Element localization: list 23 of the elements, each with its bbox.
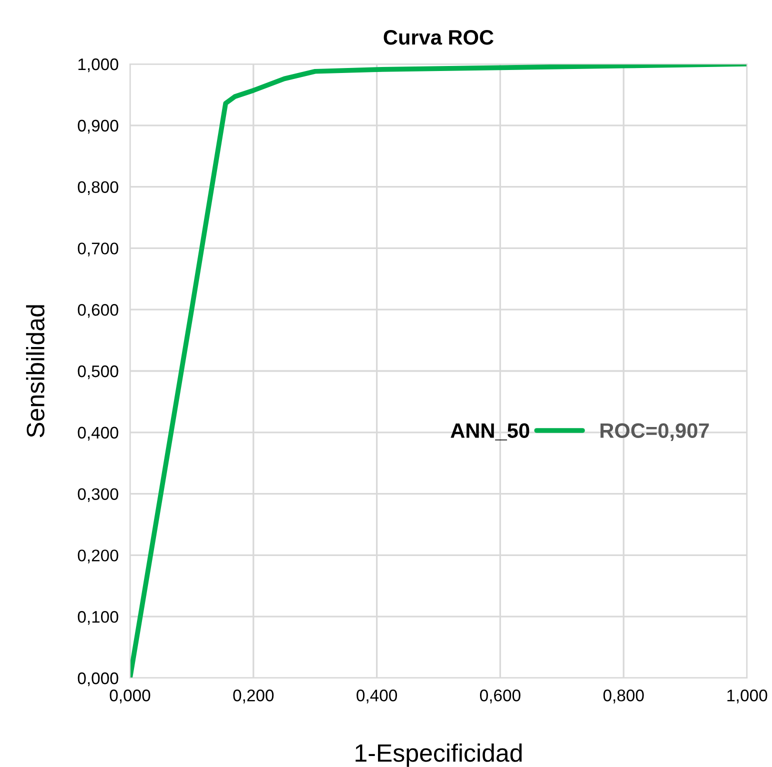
x-tick-label: 0,400: [356, 690, 398, 704]
y-tick-label: 0,800: [78, 181, 118, 195]
y-tick-label: 1,000: [78, 58, 118, 72]
legend-title: ANN_50: [450, 423, 530, 440]
y-tick-label: 0,900: [78, 120, 118, 134]
legend-label: ROC=0,907: [600, 423, 709, 442]
y-tick-label: 0,500: [78, 365, 118, 380]
x-tick-label: 0,000: [110, 690, 150, 704]
x-tick-label: 1,000: [727, 690, 768, 704]
y-tick-label: 0,100: [78, 611, 118, 625]
y-axis-title: Sensibilidad: [26, 305, 44, 438]
line-series: [130, 64, 747, 678]
y-tick-label: 0,200: [78, 550, 118, 564]
x-axis-title: 1-Especificidad: [356, 744, 522, 767]
chart-title: Curva ROC: [384, 30, 494, 45]
y-tick-label: 0,400: [78, 426, 118, 441]
x-tick-label: 0,600: [480, 690, 520, 704]
y-tick-label: 0,600: [78, 304, 118, 318]
y-tick-label: 0,700: [78, 242, 118, 256]
x-tick-label: 0,200: [233, 690, 274, 704]
y-tick-label: 0,300: [78, 488, 118, 502]
x-tick-label: 0,800: [603, 690, 644, 704]
y-tick-label: 0,000: [78, 672, 118, 686]
